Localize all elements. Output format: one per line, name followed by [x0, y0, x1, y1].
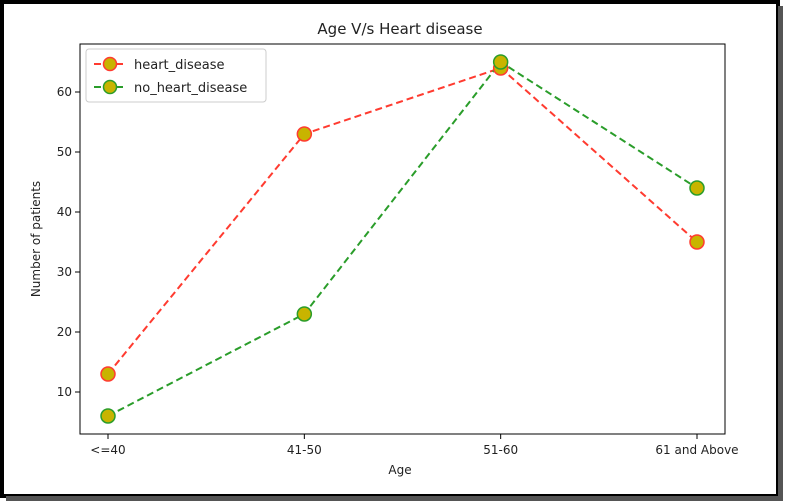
series-layer	[100, 54, 705, 424]
x-axis-label: Age	[388, 463, 411, 477]
x-tick-label: <=40	[90, 443, 125, 457]
y-axis-label: Number of patients	[29, 181, 43, 297]
chart-title: Age V/s Heart disease	[317, 20, 482, 38]
legend-label: no_heart_disease	[134, 81, 247, 96]
y-tick-label: 60	[57, 85, 72, 99]
y-tick-label: 10	[57, 385, 72, 399]
legend-marker	[102, 56, 118, 72]
data-point-no-heart-disease	[689, 180, 705, 196]
data-point-heart-disease	[296, 126, 313, 142]
y-tick-label: 30	[57, 265, 72, 279]
legend: heart_disease no_heart_disease	[85, 48, 267, 103]
plot-area	[79, 43, 726, 435]
y-tick-label: 20	[57, 325, 72, 339]
data-point-no-heart-disease	[296, 306, 313, 322]
data-point-heart-disease	[689, 234, 705, 250]
legend-marker	[102, 79, 118, 95]
data-point-no-heart-disease	[492, 54, 509, 70]
x-tick-label: 61 and Above	[655, 443, 738, 457]
figure-shadow-right	[778, 6, 783, 500]
legend-label: heart_disease	[134, 58, 225, 73]
figure-shadow-bottom	[6, 496, 783, 501]
data-point-no-heart-disease	[100, 408, 116, 424]
x-tick-label: 41-50	[287, 443, 322, 457]
y-tick-label: 50	[57, 145, 72, 159]
series-line-no-heart-disease	[107, 60, 698, 417]
series-line-heart-disease	[107, 66, 698, 375]
y-axis: 10 20 30 40 50 60	[57, 85, 80, 399]
data-point-heart-disease	[100, 366, 116, 382]
x-tick-label: 51-60	[483, 443, 518, 457]
y-tick-label: 40	[57, 205, 72, 219]
x-axis: <=40 41-50 51-60 61 and Above	[90, 434, 739, 457]
legend-box	[85, 48, 267, 103]
